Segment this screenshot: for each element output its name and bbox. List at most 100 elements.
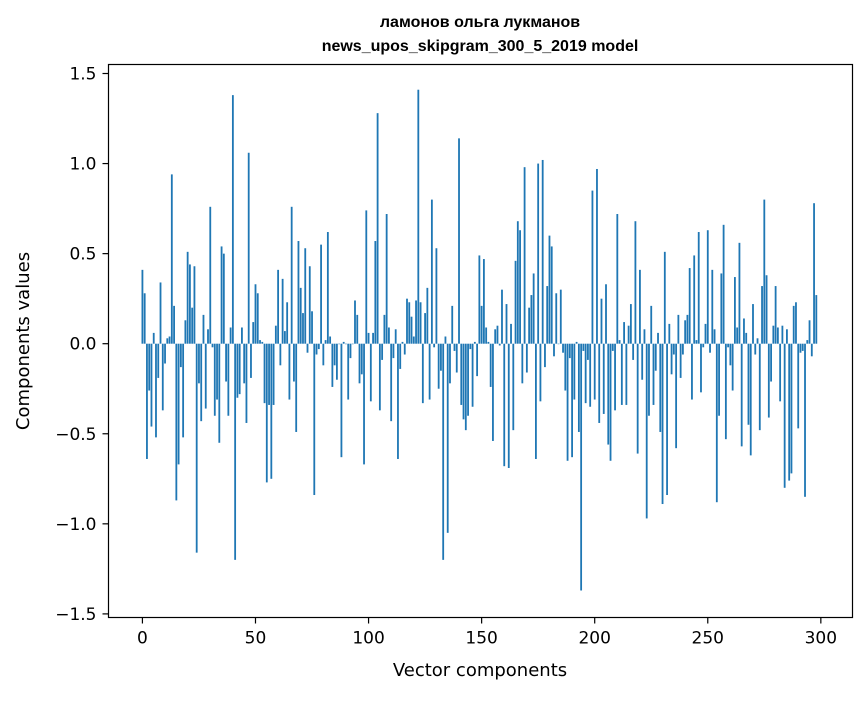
bar (537, 163, 540, 344)
bar (657, 332, 659, 344)
bar (489, 343, 492, 387)
bar (790, 343, 793, 474)
bar (774, 286, 777, 344)
bar (544, 343, 546, 368)
bar (241, 327, 243, 344)
bar (693, 255, 696, 344)
bar (763, 199, 766, 344)
bar (541, 159, 544, 344)
bar (756, 338, 759, 344)
bar (435, 248, 438, 344)
chart-title-line2: news_upos_skipgram_300_5_2019 model (322, 38, 639, 55)
bar (546, 286, 549, 344)
bar (277, 269, 280, 344)
bar (749, 343, 752, 456)
bar (648, 343, 650, 416)
bar (254, 284, 257, 344)
bar (675, 343, 678, 449)
bar (175, 343, 178, 501)
bar (754, 343, 757, 355)
bar (523, 167, 526, 344)
y-tick-label: −1.0 (55, 515, 96, 535)
bar (776, 327, 779, 344)
bar (587, 343, 589, 360)
bar (709, 343, 711, 353)
bar (243, 343, 246, 384)
bar (229, 327, 232, 344)
bar (354, 300, 356, 344)
bar (485, 327, 488, 344)
bar (430, 199, 433, 344)
bar (654, 343, 657, 371)
bar (706, 230, 709, 344)
bar (720, 273, 723, 344)
bar (406, 298, 408, 344)
bar (743, 318, 745, 344)
bar (564, 343, 567, 391)
bar (227, 343, 230, 416)
bar (688, 268, 691, 344)
bar (779, 343, 782, 402)
bar (164, 343, 166, 364)
bar (740, 343, 743, 447)
bar (410, 316, 413, 344)
bar (347, 343, 350, 400)
bar (338, 343, 341, 345)
bar (421, 343, 424, 404)
bar (496, 325, 499, 344)
bar (322, 343, 325, 366)
bar (799, 343, 802, 353)
bar (571, 343, 573, 458)
bar (609, 343, 612, 461)
bar (629, 304, 632, 344)
x-tick-label: 0 (137, 629, 148, 649)
bar (369, 343, 372, 402)
bar (731, 343, 734, 391)
bar (813, 203, 815, 344)
bar (806, 340, 809, 344)
bar (274, 325, 277, 344)
bar (245, 343, 248, 423)
bar (204, 343, 207, 409)
bar (711, 269, 714, 344)
bar (360, 343, 363, 375)
bar (304, 248, 307, 344)
bar (340, 343, 343, 458)
bar (539, 343, 542, 402)
bar (677, 314, 680, 344)
bar (225, 343, 227, 382)
bar (390, 343, 393, 422)
bar (383, 314, 386, 344)
bar (593, 343, 596, 400)
bar (557, 343, 560, 345)
bar (261, 341, 264, 344)
bar (729, 343, 732, 366)
y-tick-label: 0.0 (69, 335, 96, 355)
bar (376, 113, 379, 344)
bar (415, 300, 417, 344)
bar (783, 343, 786, 488)
bar (399, 343, 402, 369)
bar (521, 343, 524, 384)
bar (333, 343, 336, 366)
bar (573, 343, 576, 400)
bar (453, 343, 456, 351)
bar (297, 241, 300, 344)
bar (510, 323, 512, 344)
bar (263, 343, 266, 404)
bar (487, 341, 490, 344)
bar (686, 314, 689, 344)
bar (268, 343, 270, 405)
bar (639, 269, 641, 344)
bar (392, 343, 395, 359)
bar (279, 343, 282, 366)
bar (155, 343, 157, 438)
bar (575, 341, 578, 344)
bar (498, 343, 501, 346)
bar (315, 343, 318, 355)
bar (345, 343, 347, 345)
bar (605, 284, 607, 344)
bar (663, 251, 666, 344)
bar (752, 304, 754, 344)
